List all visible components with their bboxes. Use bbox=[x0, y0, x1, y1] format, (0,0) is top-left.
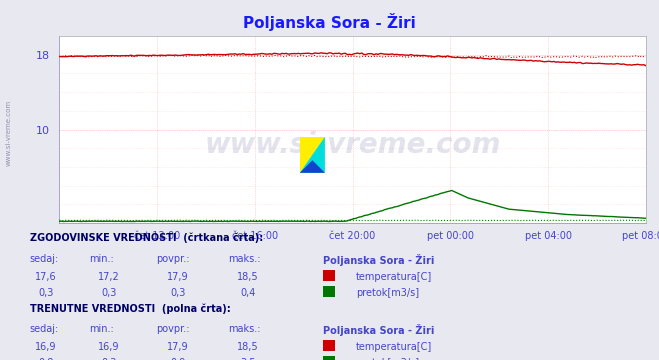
Text: www.si-vreme.com: www.si-vreme.com bbox=[204, 131, 501, 158]
Text: 0,9: 0,9 bbox=[170, 358, 186, 360]
Text: povpr.:: povpr.: bbox=[156, 254, 190, 264]
Text: 17,6: 17,6 bbox=[36, 272, 57, 282]
Text: maks.:: maks.: bbox=[228, 254, 260, 264]
Text: 16,9: 16,9 bbox=[36, 342, 57, 352]
Text: temperatura[C]: temperatura[C] bbox=[356, 272, 432, 282]
Text: 17,2: 17,2 bbox=[98, 272, 120, 282]
Text: 17,9: 17,9 bbox=[167, 272, 188, 282]
Text: 0,3: 0,3 bbox=[101, 288, 117, 298]
Text: 18,5: 18,5 bbox=[237, 342, 258, 352]
Text: min.:: min.: bbox=[89, 324, 114, 334]
Text: pretok[m3/s]: pretok[m3/s] bbox=[356, 358, 419, 360]
Text: 0,8: 0,8 bbox=[38, 358, 54, 360]
Text: 0,3: 0,3 bbox=[38, 288, 54, 298]
Polygon shape bbox=[300, 137, 325, 173]
Text: Poljanska Sora - Žiri: Poljanska Sora - Žiri bbox=[323, 324, 434, 336]
Text: 17,9: 17,9 bbox=[167, 342, 188, 352]
Text: povpr.:: povpr.: bbox=[156, 324, 190, 334]
Text: sedaj:: sedaj: bbox=[30, 254, 59, 264]
Polygon shape bbox=[300, 137, 325, 173]
Text: maks.:: maks.: bbox=[228, 324, 260, 334]
Text: 0,4: 0,4 bbox=[240, 288, 256, 298]
Text: pretok[m3/s]: pretok[m3/s] bbox=[356, 288, 419, 298]
Text: 16,9: 16,9 bbox=[98, 342, 119, 352]
Text: 3,5: 3,5 bbox=[240, 358, 256, 360]
Text: sedaj:: sedaj: bbox=[30, 324, 59, 334]
Text: Poljanska Sora - Žiri: Poljanska Sora - Žiri bbox=[243, 13, 416, 31]
Text: ZGODOVINSKE VREDNOSTI  (črtkana črta):: ZGODOVINSKE VREDNOSTI (črtkana črta): bbox=[30, 232, 263, 243]
Text: 0,3: 0,3 bbox=[101, 358, 117, 360]
Polygon shape bbox=[300, 160, 325, 173]
Text: 0,3: 0,3 bbox=[170, 288, 186, 298]
Text: min.:: min.: bbox=[89, 254, 114, 264]
Text: TRENUTNE VREDNOSTI  (polna črta):: TRENUTNE VREDNOSTI (polna črta): bbox=[30, 303, 231, 314]
Text: www.si-vreme.com: www.si-vreme.com bbox=[5, 100, 11, 166]
Text: Poljanska Sora - Žiri: Poljanska Sora - Žiri bbox=[323, 254, 434, 266]
Text: temperatura[C]: temperatura[C] bbox=[356, 342, 432, 352]
Text: 18,5: 18,5 bbox=[237, 272, 258, 282]
